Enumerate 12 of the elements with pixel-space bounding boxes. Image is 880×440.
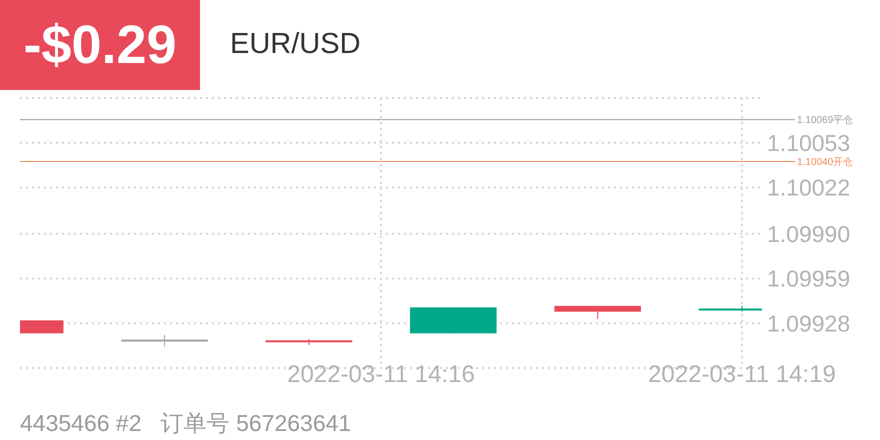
chart-title: EUR/USD — [230, 27, 361, 62]
y-tick-label: 1.09928 — [767, 310, 850, 336]
y-tick-label: 1.10022 — [767, 174, 850, 201]
y-tick-label: 1.09990 — [767, 220, 850, 247]
text: 4435466 #2 订单号 567263641 — [20, 410, 352, 438]
y-tick-label: 1.10053 — [767, 130, 850, 156]
ref-line-label: 1.10069平仓 — [797, 114, 854, 126]
y-tick-label: 1.09959 — [767, 266, 850, 292]
price-badge: -$0.29 — [0, 0, 200, 90]
x-tick-label: 2022-03-11 14:19 — [648, 361, 836, 388]
ref-line-label: 1.10040开仓 — [797, 156, 854, 168]
x-tick-label: 2022-03-11 14:16 — [287, 361, 475, 388]
